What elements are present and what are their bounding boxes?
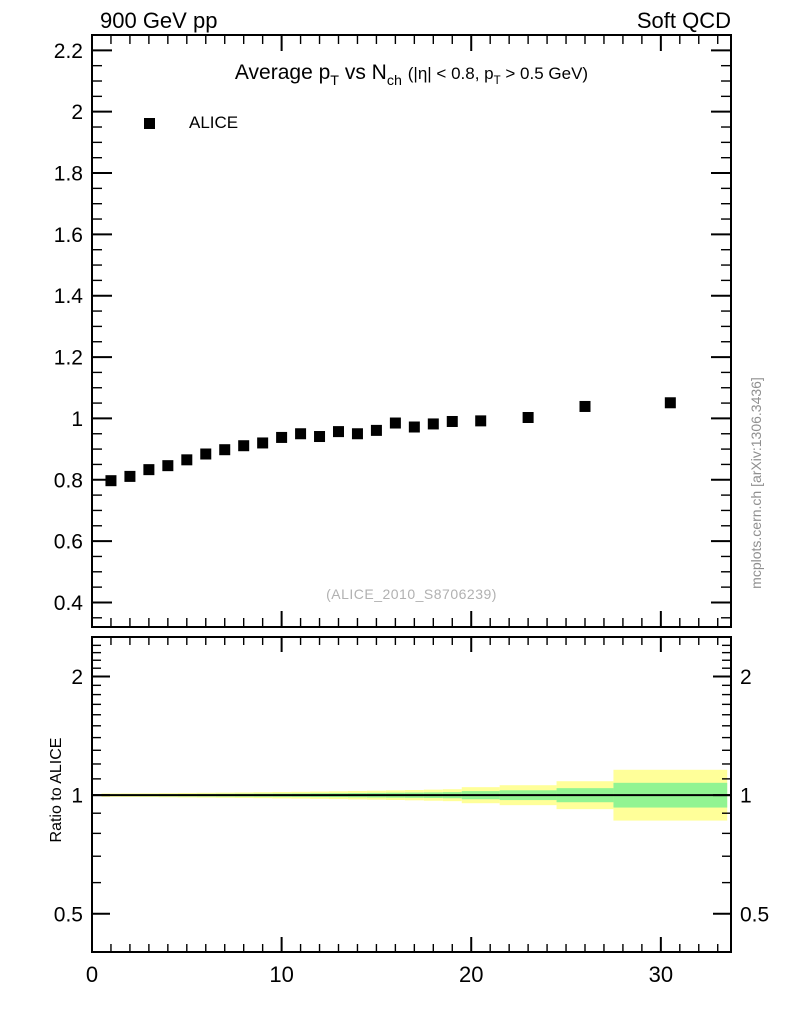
data-point — [257, 437, 269, 449]
y-tick-label: 2 — [71, 101, 83, 124]
legend-filled-square-marker — [144, 118, 155, 129]
data-points — [105, 397, 676, 487]
ratio-panel-frame — [91, 636, 732, 953]
ratio-y-tick-label-right: 1 — [740, 785, 752, 808]
data-point — [579, 400, 591, 412]
data-point — [370, 424, 382, 436]
data-point — [314, 431, 326, 443]
x-tick-label: 30 — [649, 962, 673, 987]
header-beam-energy: 900 GeV pp — [100, 8, 218, 33]
data-point — [143, 464, 155, 476]
plot-title: Average pT vs Nch (|η| < 0.8, pT > 0.5 G… — [92, 61, 731, 89]
title-subscript-pt2: T — [493, 75, 501, 88]
title-subscript-pt: T — [330, 73, 339, 90]
title-cuts-text: (|η| < 0.8, p — [407, 64, 494, 83]
legend: ALICE — [144, 112, 264, 136]
ratio-y-tick-label-left: 2 — [71, 666, 83, 689]
header-process-group: Soft QCD — [636, 8, 731, 33]
ratio-y-tick-label-right: 0.5 — [740, 903, 769, 926]
data-point — [389, 417, 401, 429]
analysis-watermark: (ALICE_2010_S8706239) — [326, 586, 497, 602]
y-tick-label: 0.4 — [54, 592, 84, 615]
y-tick-label: 2.2 — [54, 40, 83, 63]
title-text: Average p — [234, 61, 331, 84]
data-point — [295, 428, 307, 440]
y-tick-label: 0.8 — [54, 469, 83, 492]
data-point — [522, 411, 534, 423]
data-point — [427, 418, 439, 430]
data-point — [446, 415, 458, 427]
ratio-y-axis-title: Ratio to ALICE — [48, 737, 65, 843]
y-tick-label: 1 — [71, 408, 83, 431]
ratio-y-tick-label-left: 1 — [71, 785, 83, 808]
data-point — [181, 454, 193, 466]
data-point — [124, 470, 136, 482]
x-tick-label: 0 — [86, 962, 98, 987]
data-point — [664, 397, 676, 409]
legend-label: ALICE — [189, 113, 239, 132]
data-point — [475, 415, 487, 427]
x-tick-label: 10 — [269, 962, 293, 987]
ratio-y-tick-label-right: 2 — [740, 666, 752, 689]
axis-ticks — [91, 36, 730, 951]
mcplots-arxiv-note: mcplots.cern.ch [arXiv:1306.3436] — [748, 377, 764, 589]
data-point — [332, 426, 344, 438]
title-subscript-nch: ch — [386, 73, 402, 90]
y-tick-label: 0.6 — [54, 531, 83, 554]
y-tick-label: 1.8 — [54, 163, 83, 186]
y-tick-label: 1.4 — [54, 285, 84, 308]
data-point — [105, 475, 117, 487]
x-tick-label: 20 — [459, 962, 483, 987]
data-point — [162, 460, 174, 472]
data-point — [351, 428, 363, 440]
y-tick-label: 1.6 — [54, 224, 83, 247]
y-tick-label: 1.2 — [54, 347, 83, 370]
ratio-uncertainty-band — [92, 769, 731, 821]
data-point — [276, 431, 288, 443]
main-panel-frame — [91, 34, 732, 628]
title-text: vs N — [338, 61, 387, 84]
ratio-y-tick-label-left: 0.5 — [54, 903, 83, 926]
data-point — [408, 421, 420, 433]
data-point — [238, 440, 250, 452]
title-cuts-text: > 0.5 GeV) — [500, 64, 589, 83]
data-point — [200, 448, 212, 460]
data-point — [219, 444, 231, 456]
